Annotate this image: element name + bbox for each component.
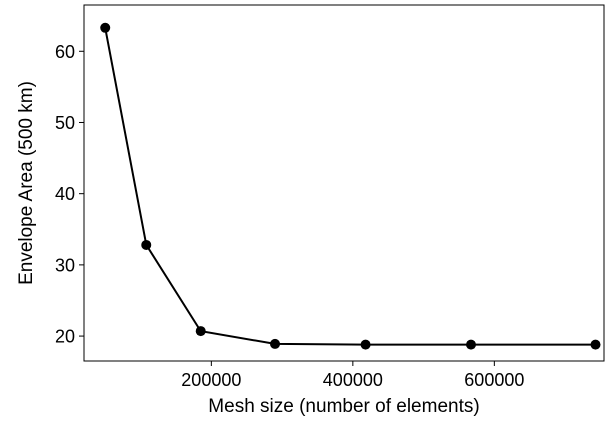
y-tick-label: 60 — [55, 42, 75, 62]
data-point — [360, 339, 371, 350]
x-tick-label: 200000 — [181, 370, 241, 390]
x-tick-label: 400000 — [323, 370, 383, 390]
y-axis-ticks: 20 30 40 50 60 — [55, 42, 84, 347]
data-point — [141, 239, 152, 250]
data-point — [195, 326, 206, 337]
x-axis-ticks: 200000 400000 600000 — [181, 361, 524, 390]
data-point — [100, 22, 111, 33]
y-axis-label: Envelope Area (500 km) — [16, 81, 37, 285]
y-tick-label: 40 — [55, 184, 75, 204]
series-line — [104, 27, 596, 346]
y-tick-label: 30 — [55, 255, 75, 275]
data-point — [465, 339, 476, 350]
series-layer — [100, 22, 601, 350]
y-tick-label: 50 — [55, 113, 75, 133]
data-point — [270, 338, 281, 349]
plot-frame — [83, 4, 605, 362]
data-point — [590, 339, 601, 350]
y-tick-label: 20 — [55, 327, 75, 347]
x-axis-label: Mesh size (number of elements) — [208, 396, 479, 416]
x-tick-label: 600000 — [464, 370, 524, 390]
